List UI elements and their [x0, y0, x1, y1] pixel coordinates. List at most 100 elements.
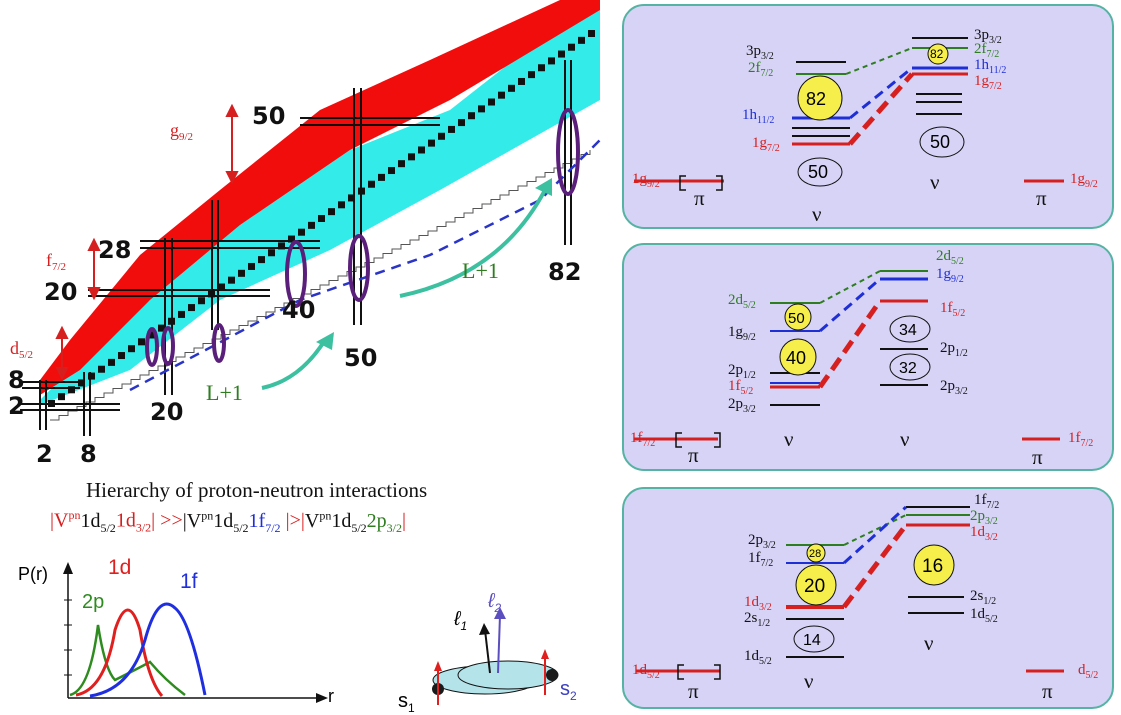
level-label: 1d3/2	[970, 524, 998, 544]
stable-nucleus	[178, 310, 185, 318]
magic-label: 40	[282, 296, 315, 324]
magic-label: 28	[98, 236, 131, 264]
x-axis-label: r	[328, 686, 334, 706]
stable-nucleus	[418, 146, 425, 154]
stable-nucleus	[538, 64, 545, 72]
panel-20: 28 20 16 14 2p3/2 1f7/2 1d3/2 2s1/2 1d5/…	[622, 487, 1114, 709]
stable-nucleus	[478, 105, 485, 113]
pi-symbol: π	[694, 186, 705, 210]
stable-nucleus	[138, 338, 145, 346]
l2-label: ℓ2	[487, 590, 501, 615]
level-label: 1f5/2	[940, 300, 966, 320]
nuclear-chart: 2 8 20 28 50 2 8 20 40 50 82 g9/2 f7/2 d…	[8, 0, 601, 468]
curve-label-2p: 2p	[82, 591, 104, 613]
oval-marker	[145, 327, 159, 367]
pi-symbol: π	[1036, 186, 1047, 210]
oval-marker	[161, 326, 175, 366]
curve-label-1f: 1f	[180, 570, 198, 593]
level-label: 1h11/2	[742, 107, 775, 127]
magic-label: 8	[80, 440, 97, 468]
stable-nucleus	[578, 36, 585, 44]
spin-diagram: ℓ1 ℓ2 s1 s2	[398, 590, 577, 715]
stable-nucleus	[458, 119, 465, 127]
pi-symbol: π	[688, 679, 699, 703]
nu-symbol: ν	[804, 669, 814, 693]
curve-label-1d: 1d	[108, 556, 131, 579]
curve-1f	[89, 602, 207, 698]
gap-label-g92: g9/2	[170, 120, 193, 143]
pi-level-left: 1f7/2	[630, 430, 656, 450]
nu-symbol: ν	[812, 202, 822, 226]
circle-number: 34	[899, 322, 917, 339]
nu-symbol: ν	[784, 427, 794, 451]
level-label: 2f7/2	[974, 41, 1000, 61]
stable-nucleus	[378, 173, 385, 181]
level-label: 1f5/2	[728, 378, 754, 398]
stable-nucleus	[438, 132, 445, 140]
stable-nucleus	[88, 372, 95, 380]
level-label: 2f7/2	[748, 60, 774, 80]
circle-number: 14	[803, 632, 821, 649]
stable-nucleus	[518, 77, 525, 85]
magic-label: 8	[8, 366, 25, 394]
circle-number: 50	[930, 132, 950, 152]
stable-nucleus	[308, 221, 315, 229]
hierarchy-equation: |Vpn1d5/21d3/2| >>|Vpn1d5/21f7/2 |>|Vpn1…	[50, 508, 407, 535]
stable-nucleus	[258, 256, 265, 264]
stable-nucleus	[158, 324, 165, 332]
stable-nucleus	[368, 180, 375, 188]
stable-nucleus	[98, 365, 105, 373]
level-label: 1f7/2	[974, 492, 1000, 512]
magic-label: 20	[150, 398, 183, 426]
nu-symbol: ν	[900, 427, 910, 451]
level-label: 2s1/2	[970, 588, 997, 608]
magic-label: 2	[8, 392, 25, 420]
stable-nucleus	[588, 30, 595, 37]
pi-level-left: 1d5/2	[632, 662, 660, 682]
chart-edge	[50, 150, 591, 421]
stable-nucleus	[468, 112, 475, 120]
curve-1d	[75, 608, 164, 697]
pi-symbol: π	[1042, 679, 1053, 703]
level-label: 1g7/2	[974, 73, 1002, 93]
stable-nucleus	[298, 228, 305, 236]
oval-marker	[348, 234, 370, 302]
level-label: 1d5/2	[970, 606, 998, 626]
circle-number: 20	[804, 576, 825, 597]
radial-plot: P(r) r 2p 1d 1f	[18, 556, 334, 706]
hierarchy-title: Hierarchy of proton-neutron interactions	[86, 478, 428, 502]
stable-nucleus	[68, 386, 75, 394]
pi-level-right: 1g9/2	[1070, 171, 1098, 191]
stable-nucleus	[318, 215, 325, 222]
stable-nucleus	[148, 331, 155, 339]
circle-number: 50	[808, 162, 828, 182]
pi-symbol: π	[1032, 445, 1043, 469]
panel-50: 50 40 34 32 2d5/2 1g9/2 2p1/2 1f5/2 2p3/…	[622, 243, 1114, 471]
circle-number: 82	[930, 47, 944, 61]
stable-nucleus	[528, 71, 535, 79]
level-label: 1f7/2	[748, 550, 774, 570]
gap-label-d52: d5/2	[10, 338, 33, 361]
magic-label: 82	[548, 258, 581, 286]
stable-nucleus	[568, 43, 575, 51]
stable-nucleus	[108, 358, 115, 366]
stable-nucleus	[128, 345, 135, 353]
stable-nucleus	[348, 194, 355, 202]
level-label: 1d5/2	[744, 648, 772, 668]
stable-nucleus	[328, 208, 335, 216]
nu-symbol: ν	[930, 170, 940, 194]
arrow-label: L+1	[462, 258, 499, 283]
stable-nucleus	[238, 269, 245, 277]
arrow-label: L+1	[206, 380, 243, 405]
nu-symbol: ν	[924, 631, 934, 655]
level-label: 2p3/2	[940, 378, 968, 398]
stable-nucleus	[288, 235, 295, 243]
stable-nucleus	[218, 283, 225, 291]
stable-nucleus	[58, 393, 65, 401]
magic-label: 20	[44, 278, 77, 306]
magic-label: 50	[252, 102, 285, 130]
y-axis-label: P(r)	[18, 564, 48, 584]
stable-nucleus	[78, 379, 85, 387]
level-label: 2p1/2	[728, 362, 756, 382]
level-label: 2d5/2	[728, 292, 756, 312]
